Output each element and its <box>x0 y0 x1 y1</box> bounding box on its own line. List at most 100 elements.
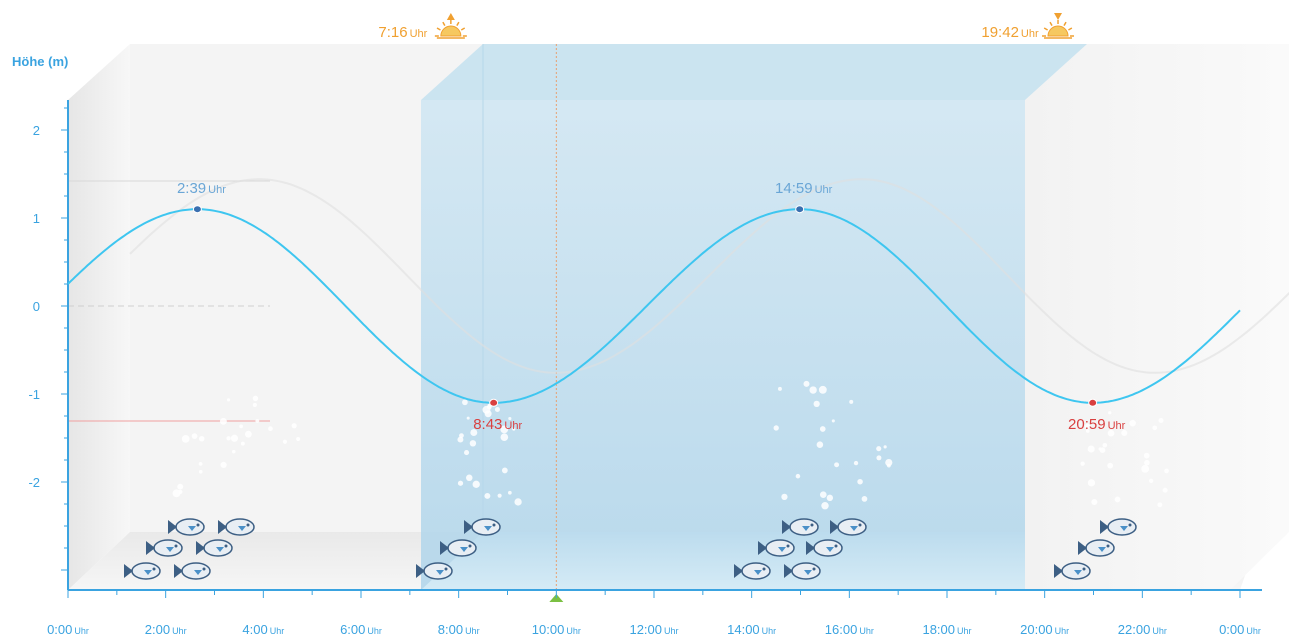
y-tick-label: 2 <box>33 123 40 138</box>
bubble-icon <box>861 496 868 502</box>
y-tick-label: -1 <box>28 387 40 402</box>
bubble-icon <box>191 433 198 439</box>
bubble-icon <box>1085 429 1090 433</box>
bubble-icon <box>198 435 205 442</box>
sunset-icon <box>1042 20 1075 39</box>
bubble-icon <box>226 398 231 402</box>
bubble-icon <box>466 474 473 482</box>
high-tide-label-time: 14:59 <box>775 180 813 197</box>
bubble-icon <box>240 441 245 446</box>
x-tick-label-unit: Uhr <box>957 626 972 636</box>
bubble-icon <box>795 473 801 479</box>
bubble-icon <box>177 483 184 490</box>
day-box-floor <box>421 532 1025 590</box>
bubble-icon <box>508 416 512 421</box>
bubble-icon <box>1143 452 1150 459</box>
fish-icon <box>1100 518 1137 536</box>
bubble-icon <box>849 399 854 404</box>
bubble-icon <box>1141 464 1150 473</box>
bubble-icon <box>226 436 231 441</box>
x-tick-label: 16:00 Uhr <box>825 622 874 637</box>
x-tick-label-time: 4:00 <box>242 622 267 637</box>
bubble-icon <box>1087 445 1095 453</box>
high-tide-label: 2:39 Uhr <box>177 180 226 197</box>
bubble-icon <box>853 460 859 466</box>
fish-icon <box>1054 562 1091 580</box>
bubble-icon <box>826 494 834 502</box>
background-room <box>68 44 1289 590</box>
fish-icon <box>784 562 821 580</box>
sunrise-arrow-icon <box>446 13 455 20</box>
high-tide-marker <box>795 205 805 214</box>
sunset-label-time: 19:42 <box>981 24 1019 41</box>
x-tick-label-time: 8:00 <box>438 622 463 637</box>
bubble-icon <box>1102 442 1108 448</box>
high-tide-marker <box>192 205 202 214</box>
fish-icon <box>758 539 795 557</box>
x-tick-label-unit: Uhr <box>465 626 480 636</box>
bubble-icon <box>1164 468 1169 474</box>
x-tick-label-time: 10:00 <box>532 622 565 637</box>
bubble-icon <box>821 502 829 510</box>
right-panel <box>1025 44 1289 590</box>
bubble-icon <box>1098 447 1102 451</box>
fish-icon <box>124 562 161 580</box>
x-tick-label-time: 22:00 <box>1118 622 1151 637</box>
bubble-icon <box>501 467 508 474</box>
fish-icon <box>168 518 205 536</box>
bubble-icon <box>886 463 891 468</box>
bubble-icon <box>781 493 788 501</box>
fish-icon <box>218 518 255 536</box>
bubble-icon <box>486 404 492 410</box>
x-tick-label-unit: Uhr <box>74 626 89 636</box>
low-tide-marker <box>1088 398 1098 407</box>
bubble-icon <box>1144 459 1150 466</box>
fish-icon <box>1078 539 1115 557</box>
x-tick-label-unit: Uhr <box>1152 626 1167 636</box>
x-tick-label-time: 0:00 <box>47 622 72 637</box>
bubble-icon <box>296 436 301 442</box>
x-tick-label-unit: Uhr <box>270 626 285 636</box>
bubble-icon <box>813 400 820 408</box>
bubble-icon <box>484 492 491 499</box>
bubble-icon <box>777 386 782 391</box>
x-tick-label-time: 16:00 <box>825 622 858 637</box>
x-tick-label: 18:00 Uhr <box>922 622 971 637</box>
fish-icon <box>146 539 183 557</box>
sunset-label-unit: Uhr <box>1021 28 1039 40</box>
bubble-icon <box>219 417 227 425</box>
x-tick-label-time: 20:00 <box>1020 622 1053 637</box>
high-tide-label: 14:59 Uhr <box>775 180 833 197</box>
tide-curve-shadow <box>129 178 1289 374</box>
fish-icon <box>782 518 819 536</box>
x-tick-label-unit: Uhr <box>172 626 187 636</box>
low-tide-label-time: 8:43 <box>473 416 502 433</box>
fish-icon <box>734 562 771 580</box>
high-tide-label-unit: Uhr <box>815 184 833 196</box>
fish-icon <box>440 539 477 557</box>
bubble-icon <box>1121 429 1128 437</box>
bubble-icon <box>457 480 464 486</box>
x-tick-label: 0:00 Uhr <box>47 622 89 637</box>
x-tick-label-time: 0:00 <box>1219 622 1244 637</box>
bubble-icon <box>507 490 512 495</box>
bubble-icon <box>470 429 478 437</box>
x-tick-label: 12:00 Uhr <box>629 622 678 637</box>
x-tick-label-time: 12:00 <box>629 622 662 637</box>
x-tick-label-unit: Uhr <box>859 626 874 636</box>
x-tick-label: 14:00 Uhr <box>727 622 776 637</box>
x-tick-label: 10:00 Uhr <box>532 622 581 637</box>
bubble-icon <box>230 434 239 442</box>
bubble-icon <box>819 426 826 432</box>
bubble-icon <box>834 462 840 468</box>
bubble-icon <box>1107 462 1114 469</box>
x-tick-label: 8:00 Uhr <box>438 622 480 637</box>
bubble-icon <box>818 385 827 394</box>
x-tick-label-time: 18:00 <box>922 622 955 637</box>
bubble-icon <box>512 427 516 431</box>
bubble-icon <box>1087 479 1096 487</box>
low-tide-label-unit: Uhr <box>1108 420 1126 432</box>
bubble-icon <box>255 418 260 423</box>
y-tick-label: -2 <box>28 475 40 490</box>
fish-icon <box>196 539 233 557</box>
